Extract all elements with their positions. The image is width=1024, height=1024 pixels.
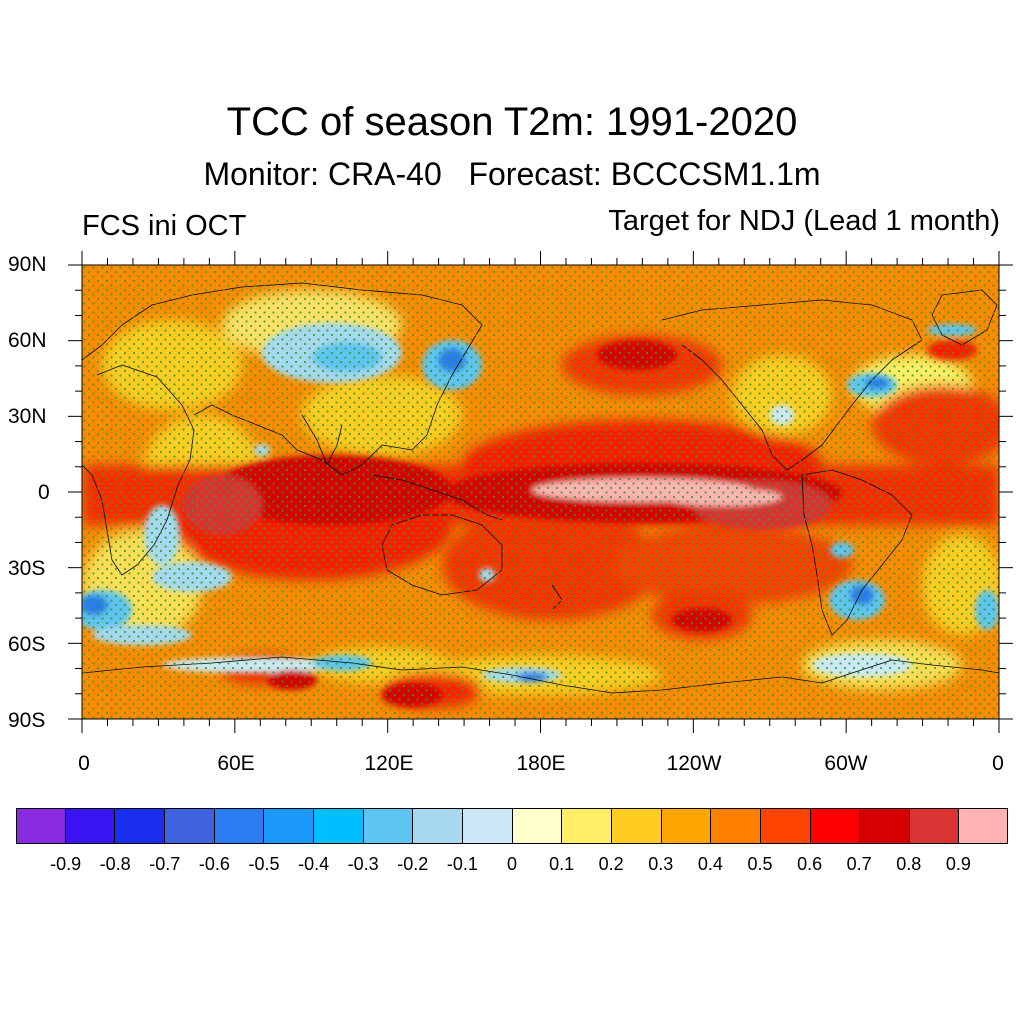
map-axes — [68, 251, 1013, 733]
colorbar-swatch — [959, 808, 1009, 844]
colorbar-swatch — [661, 808, 712, 844]
colorbar — [16, 808, 1009, 844]
colorbar-label: 0.6 — [797, 854, 823, 874]
colorbar-swatch — [313, 808, 364, 844]
colorbar-label: -0.5 — [248, 854, 280, 874]
lon-label-60w: 60W — [824, 752, 868, 775]
map-frame — [81, 264, 1000, 720]
colorbar-label: 0.4 — [697, 854, 723, 874]
colorbar-swatch — [413, 808, 463, 844]
lat-label-90n: 90N — [8, 253, 47, 276]
colorbar-label: 0.2 — [598, 854, 624, 874]
lon-label-120e: 120E — [364, 752, 414, 775]
colorbar-label: 0.3 — [648, 854, 674, 874]
tcc-field — [82, 265, 999, 719]
colorbar-swatch — [810, 808, 861, 844]
figure-title: TCC of season T2m: 1991-2020 — [226, 100, 798, 144]
colorbar-label: -0.7 — [149, 854, 181, 874]
colorbar-swatch — [65, 808, 116, 844]
colorbar-swatch — [711, 808, 761, 844]
lat-label-eq: 0 — [38, 481, 50, 504]
colorbar-label: -0.3 — [347, 854, 379, 874]
lat-label-30s: 30S — [8, 557, 46, 580]
colorbar-swatch — [760, 808, 811, 844]
lat-label-60n: 60N — [8, 329, 47, 352]
colorbar-label: -0.4 — [298, 854, 330, 874]
lat-label-90s: 90S — [8, 709, 46, 732]
colorbar-swatch — [860, 808, 910, 844]
lat-label-30n: 30N — [8, 405, 47, 428]
colorbar-swatch — [164, 808, 215, 844]
lon-label-360: 0 — [992, 752, 1004, 775]
colorbar-swatch — [214, 808, 265, 844]
initialization-label: FCS ini OCT — [82, 210, 247, 242]
colorbar-swatch — [264, 808, 314, 844]
lon-label-0: 0 — [78, 752, 90, 775]
target-label: Target for NDJ (Lead 1 month) — [608, 205, 1000, 237]
colorbar-swatch — [462, 808, 513, 844]
colorbar-label: 0.8 — [896, 854, 922, 874]
colorbar-label: 0 — [506, 854, 518, 874]
colorbar-swatch — [115, 808, 165, 844]
colorbar-swatch — [16, 808, 66, 844]
colorbar-swatch — [611, 808, 662, 844]
colorbar-label: 0.1 — [549, 854, 575, 874]
colorbar-swatch — [909, 808, 960, 844]
colorbar-label: -0.9 — [50, 854, 82, 874]
colorbar-label: -0.6 — [198, 854, 230, 874]
tcc-map — [82, 265, 999, 719]
lat-label-60s: 60S — [8, 633, 46, 656]
lon-label-120w: 120W — [666, 752, 722, 775]
colorbar-label: 0.7 — [846, 854, 872, 874]
figure-subtitle: Monitor: CRA-40 Forecast: BCCCSM1.1m — [203, 156, 821, 192]
colorbar-swatch — [562, 808, 612, 844]
colorbar-label: 0.9 — [945, 854, 971, 874]
colorbar-label: -0.1 — [446, 854, 478, 874]
colorbar-label: 0.5 — [747, 854, 773, 874]
colorbar-swatch — [512, 808, 563, 844]
lon-label-180e: 180E — [516, 752, 566, 775]
colorbar-label: -0.8 — [99, 854, 131, 874]
colorbar-label: -0.2 — [397, 854, 429, 874]
colorbar-swatch — [363, 808, 414, 844]
significance-stippling — [82, 265, 999, 719]
lon-label-60e: 60E — [217, 752, 255, 775]
